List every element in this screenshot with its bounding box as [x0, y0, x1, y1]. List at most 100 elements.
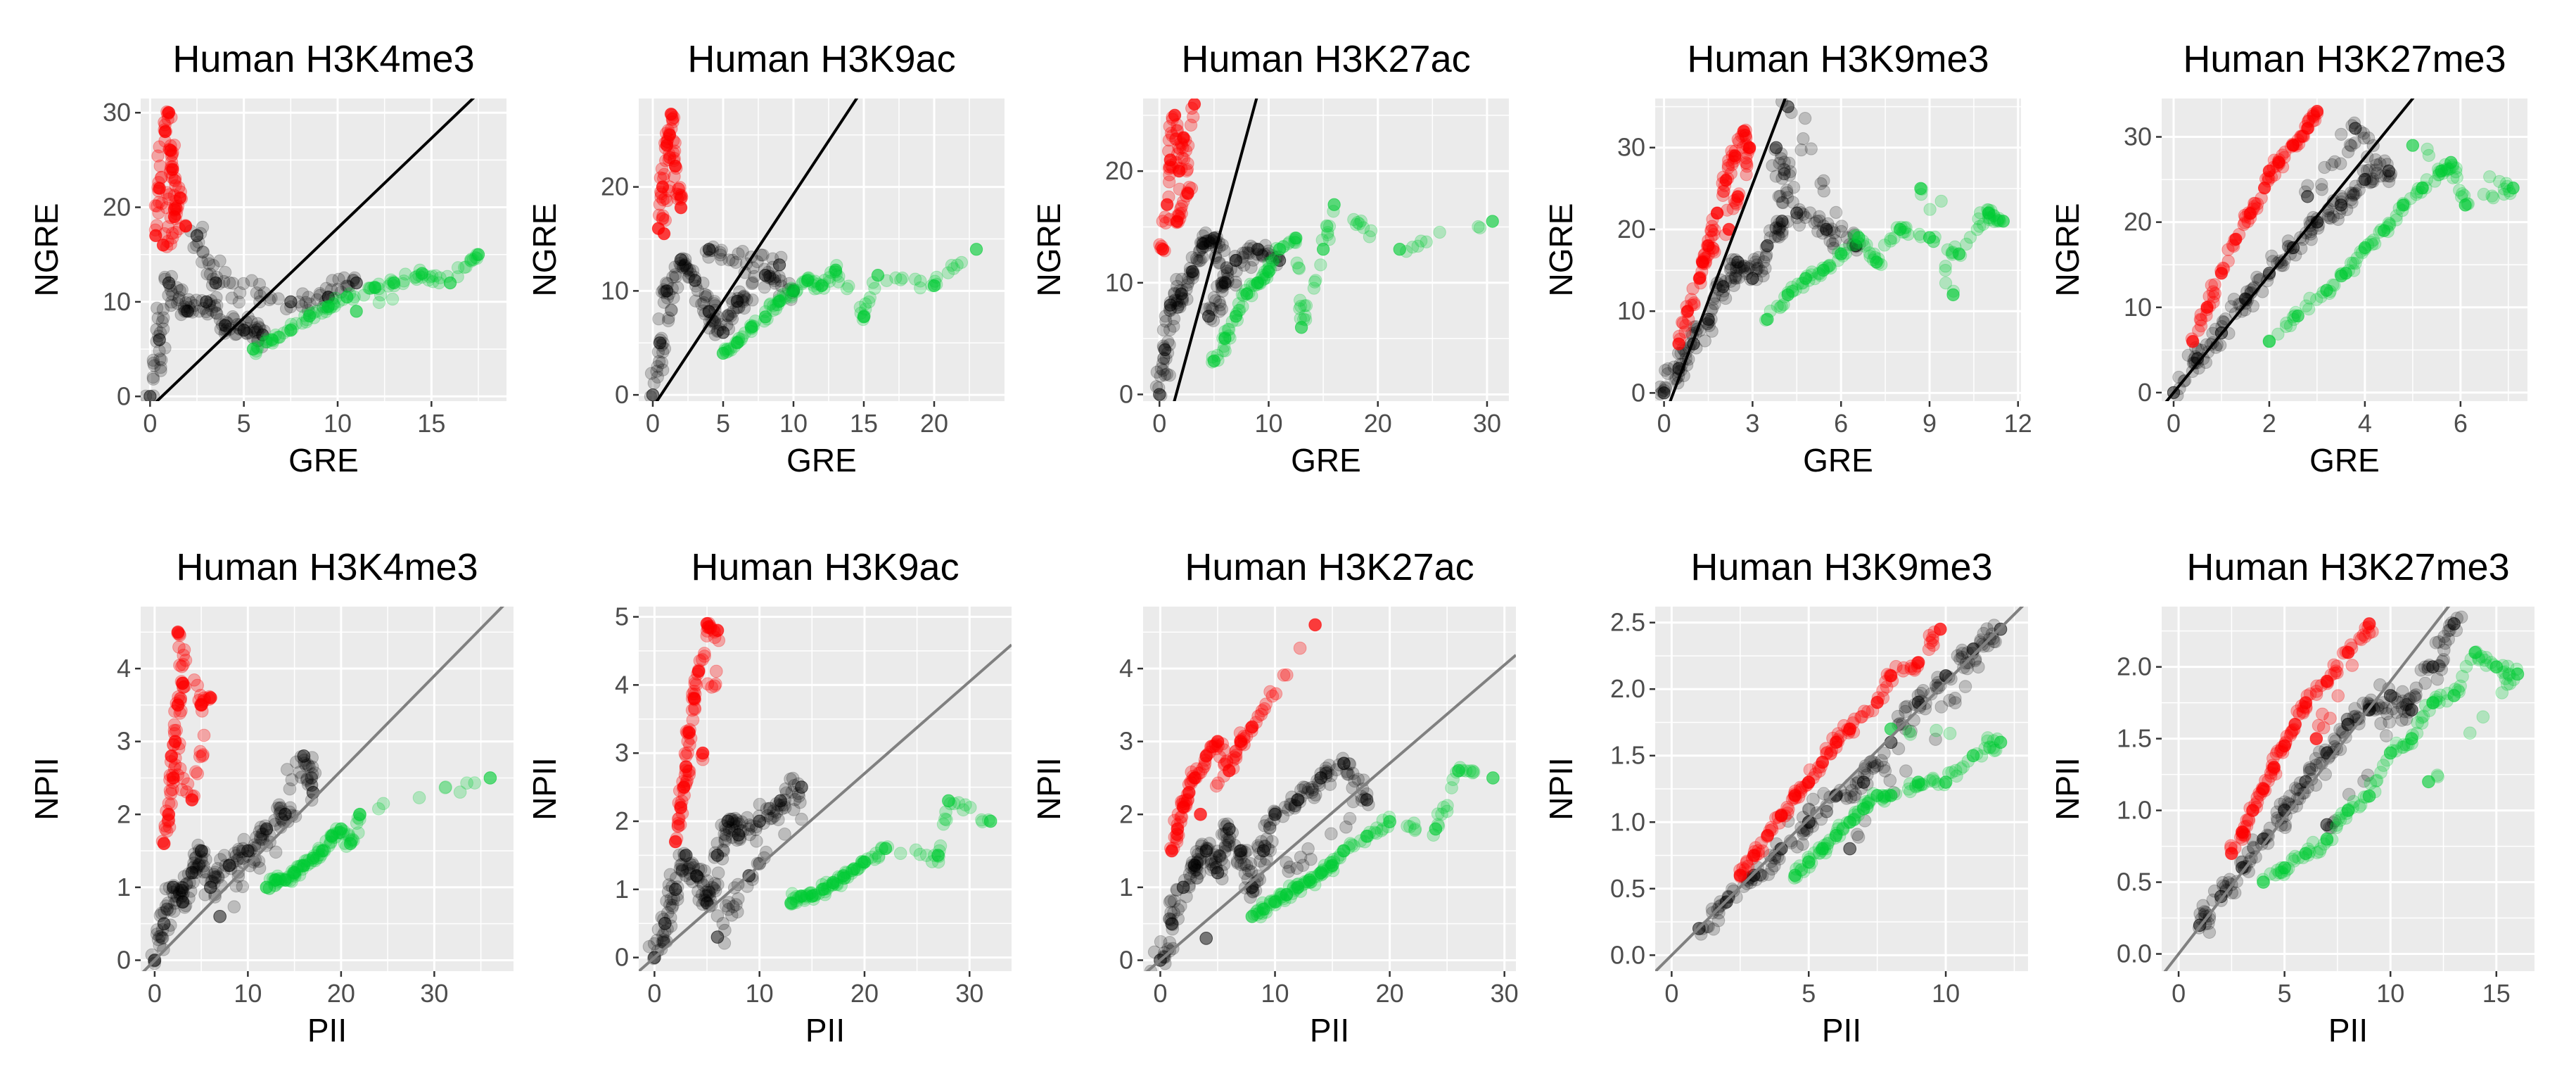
y-axis-label: NPII — [1543, 757, 1579, 820]
point-black — [158, 341, 172, 355]
point-green — [340, 840, 353, 853]
point-red — [1733, 868, 1747, 882]
point-green — [1383, 815, 1396, 828]
point-red — [1719, 174, 1733, 187]
point-green — [1290, 256, 1303, 270]
point-black — [795, 780, 808, 794]
point-black — [1305, 785, 1319, 799]
point-green — [1244, 277, 1257, 291]
point-red — [1163, 120, 1176, 133]
point-black — [1761, 239, 1774, 253]
point-green — [1992, 213, 2006, 227]
point-green — [1322, 220, 1337, 233]
point-green — [399, 267, 412, 281]
point-red — [662, 184, 675, 198]
point-green — [1832, 829, 1847, 843]
point-black — [332, 272, 345, 286]
point-red — [668, 144, 682, 158]
point-black — [719, 822, 733, 836]
point-black — [1908, 697, 1922, 711]
y-tick-label: 0 — [615, 943, 629, 972]
point-black — [187, 241, 200, 254]
point-green — [734, 333, 748, 346]
point-black — [276, 814, 289, 827]
point-green — [1868, 251, 1882, 264]
point-black — [209, 276, 222, 290]
point-red — [2303, 112, 2316, 126]
point-red — [1911, 657, 1924, 670]
point-red — [173, 191, 187, 205]
point-red — [179, 653, 193, 667]
point-red — [1740, 132, 1753, 145]
point-green — [291, 859, 305, 873]
point-red — [1773, 816, 1786, 830]
point-black — [1260, 814, 1274, 828]
point-black — [1215, 281, 1229, 294]
point-black — [1743, 260, 1756, 274]
point-green — [470, 248, 483, 262]
point-black — [1702, 319, 1716, 332]
point-red — [705, 681, 719, 694]
point-green — [317, 844, 331, 858]
point-red — [656, 209, 670, 222]
point-green — [443, 276, 457, 290]
point-green — [1901, 227, 1915, 241]
point-black — [210, 306, 223, 319]
point-red — [165, 227, 179, 240]
point-black — [664, 919, 678, 933]
point-green — [384, 273, 397, 286]
point-red — [1741, 139, 1754, 153]
point-black — [760, 809, 774, 823]
point-green — [1785, 284, 1799, 298]
point-red — [2194, 308, 2207, 322]
point-red — [671, 816, 685, 830]
point-black — [213, 254, 227, 267]
point-black — [2322, 211, 2336, 224]
point-green — [845, 866, 859, 880]
point-black — [1337, 757, 1351, 771]
point-green — [324, 836, 338, 849]
point-black — [155, 315, 169, 329]
point-red — [1166, 113, 1180, 126]
point-black — [254, 832, 267, 846]
point-green — [919, 849, 933, 862]
point-green — [1324, 856, 1338, 870]
point-black — [141, 389, 153, 401]
point-red — [675, 189, 688, 202]
point-black — [1786, 196, 1799, 209]
point-green — [1990, 213, 2004, 227]
point-black — [724, 309, 737, 323]
point-red — [1726, 149, 1739, 163]
point-green — [815, 882, 829, 897]
point-green — [1875, 258, 1888, 272]
reference-line — [141, 607, 505, 971]
point-black — [1657, 386, 1671, 400]
point-black — [2349, 179, 2362, 193]
point-black — [2216, 315, 2230, 328]
point-green — [829, 873, 843, 887]
point-red — [1175, 795, 1188, 809]
point-black — [215, 318, 229, 331]
point-black — [770, 797, 784, 811]
point-green — [1884, 232, 1897, 246]
point-black — [1204, 312, 1218, 326]
point-red — [670, 832, 684, 845]
point-black — [721, 814, 735, 828]
point-red — [155, 170, 169, 184]
point-red — [1733, 135, 1746, 148]
point-green — [341, 829, 355, 842]
point-green — [1914, 182, 1927, 196]
point-green — [1280, 888, 1294, 901]
point-black — [243, 844, 256, 858]
point-green — [847, 862, 861, 876]
point-green — [1778, 290, 1792, 303]
point-black — [767, 804, 781, 818]
point-black — [1216, 276, 1230, 289]
point-red — [1719, 228, 1733, 241]
point-black — [1861, 768, 1874, 782]
point-red — [712, 633, 726, 647]
point-red — [1721, 161, 1735, 175]
point-green — [1953, 248, 1968, 262]
point-green — [1805, 265, 1819, 279]
point-red — [1220, 755, 1234, 769]
